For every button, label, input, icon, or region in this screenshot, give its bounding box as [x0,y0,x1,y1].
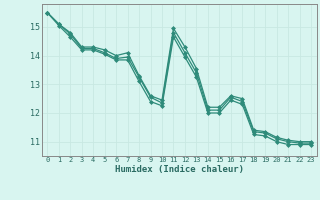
X-axis label: Humidex (Indice chaleur): Humidex (Indice chaleur) [115,165,244,174]
